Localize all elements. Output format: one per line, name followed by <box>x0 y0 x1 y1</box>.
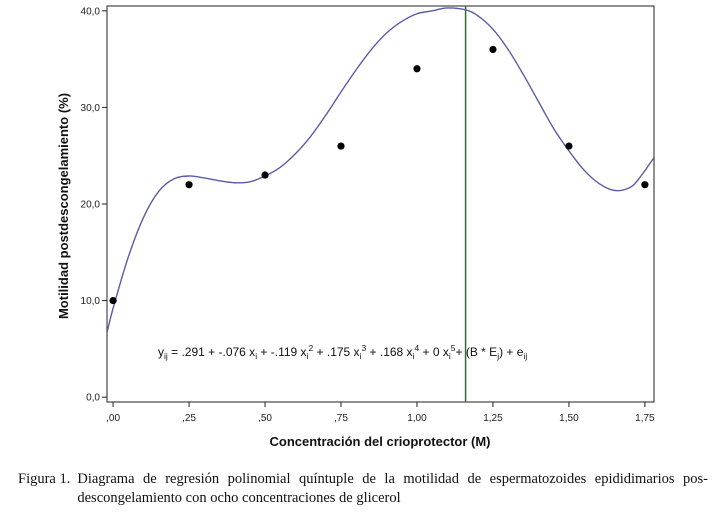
regression-equation: yij = .291 + -.076 xi + -.119 xi2 + .175… <box>158 343 527 361</box>
data-point <box>185 181 193 189</box>
data-point <box>337 142 345 150</box>
data-point <box>261 171 269 179</box>
y-tick-label: 20,0 <box>81 200 101 211</box>
x-tick-label: ,25 <box>182 413 196 424</box>
data-point <box>565 142 573 150</box>
y-tick-label: 10,0 <box>81 296 101 307</box>
data-point <box>489 45 497 54</box>
x-axis-title: Concentración del crioprotector (M) <box>269 434 490 449</box>
caption-label: Figura 1. <box>18 471 71 487</box>
figure-caption: Figura 1. Diagrama de regresión polinomi… <box>18 470 708 508</box>
x-tick-label: ,75 <box>334 413 348 424</box>
data-point <box>109 296 117 305</box>
x-tick-label: 1,00 <box>407 413 427 424</box>
x-tick-label: ,00 <box>106 413 120 424</box>
x-tick-label: ,50 <box>258 413 272 424</box>
caption-text: Diagrama de regresión polinomial quíntup… <box>77 471 708 506</box>
x-tick-label: 1,75 <box>635 413 655 424</box>
plot-area <box>106 5 655 403</box>
scatter-chart: 0,0 10,0 20,0 30,0 40,0 ,00 ,25 ,50 ,75 1,00 1,25 1… <box>56 5 655 449</box>
fit-curve <box>107 7 654 333</box>
y-tick-label: 40,0 <box>81 6 101 17</box>
y-tick-label: 0,0 <box>86 393 100 404</box>
x-tick-label: 1,50 <box>559 413 579 424</box>
data-point <box>641 181 649 189</box>
data-point <box>413 65 421 73</box>
y-tick-label: 30,0 <box>81 103 101 114</box>
y-axis-title: Motilidad postdescongelamiento (%) <box>56 93 71 319</box>
x-tick-label: 1,25 <box>483 413 503 424</box>
